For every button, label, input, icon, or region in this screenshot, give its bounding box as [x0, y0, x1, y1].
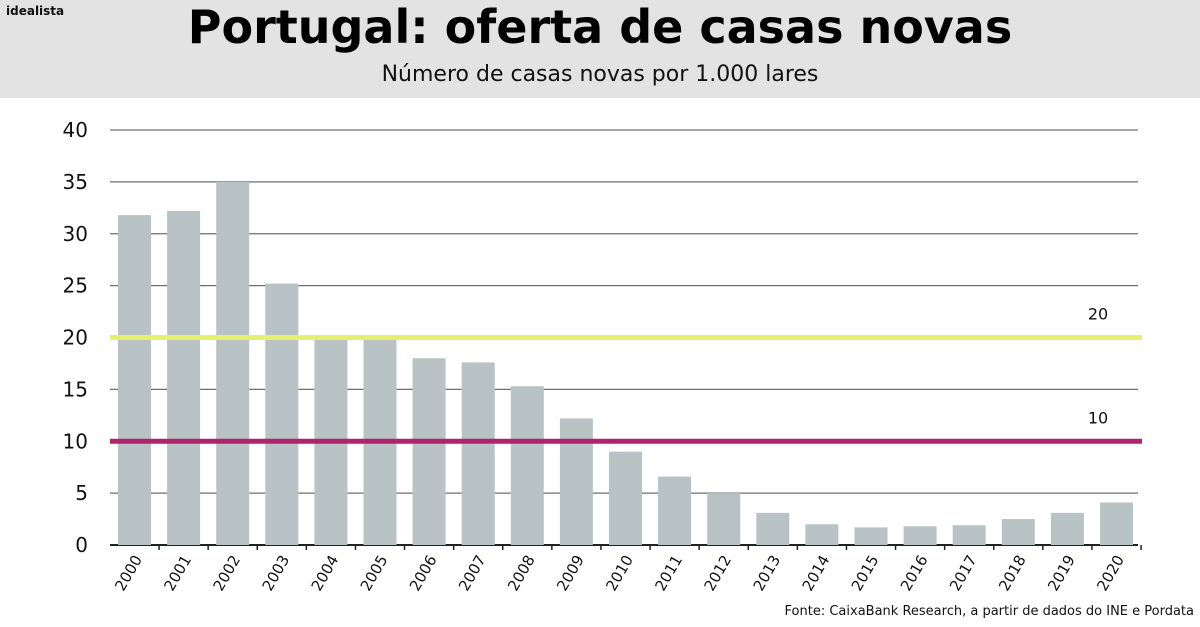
y-tick-label: 35 [63, 170, 88, 194]
bar [658, 476, 692, 545]
bar [952, 525, 986, 545]
x-tick-label: 2017 [946, 552, 981, 594]
bar [265, 283, 299, 545]
bar [1001, 519, 1035, 545]
x-tick-label: 2005 [357, 552, 392, 594]
x-tick-label: 2003 [259, 552, 294, 594]
x-tick-label: 2012 [700, 552, 735, 594]
y-tick-label: 10 [63, 429, 88, 453]
bar [609, 451, 642, 545]
bar [559, 418, 593, 545]
chart-title: Portugal: oferta de casas novas [187, 0, 1013, 54]
x-tick-label: 2018 [995, 552, 1030, 594]
y-tick-label: 5 [75, 481, 88, 505]
x-tick-label: 2007 [455, 552, 490, 594]
y-tick-label: 25 [63, 274, 88, 298]
bar [167, 210, 201, 546]
bar [510, 386, 544, 545]
bar [854, 527, 888, 545]
bar [412, 358, 446, 545]
reference-line-label: 10 [1088, 408, 1108, 427]
bar [707, 493, 741, 545]
bar [1100, 502, 1133, 545]
bar [1050, 512, 1084, 545]
x-tick-label: 2004 [308, 552, 343, 594]
x-tick-label: 2010 [602, 552, 637, 594]
x-tick-label: 2001 [160, 552, 195, 594]
y-tick-label: 30 [63, 222, 88, 246]
bar [805, 524, 839, 545]
x-tick-label: 2002 [209, 552, 244, 594]
x-tick-label: 2014 [799, 552, 834, 594]
bar [756, 512, 790, 545]
x-tick-label: 2000 [111, 552, 146, 594]
y-tick-label: 15 [63, 377, 88, 401]
x-tick-label: 2013 [750, 552, 785, 594]
y-tick-label: 20 [63, 326, 88, 350]
source-note: Fonte: CaixaBank Research, a partir de d… [784, 604, 1194, 619]
chart-subtitle: Número de casas novas por 1.000 lares [381, 62, 819, 87]
bar [118, 215, 151, 545]
x-tick-label: 2009 [553, 552, 588, 594]
brand-logo: idealista [6, 4, 65, 18]
header-band: idealista Portugal: oferta de casas nova… [0, 0, 1200, 98]
x-tick-label: 2011 [651, 552, 686, 594]
x-tick-label: 2015 [848, 552, 883, 594]
y-tick-label: 0 [75, 533, 88, 557]
bar [903, 526, 937, 545]
x-tick-label: 2020 [1093, 552, 1128, 594]
bar [461, 362, 495, 545]
x-tick-label: 2016 [897, 552, 932, 594]
x-tick-label: 2008 [504, 552, 539, 594]
x-tick-label: 2019 [1044, 552, 1079, 594]
reference-line-label: 20 [1088, 305, 1108, 324]
bar [216, 181, 250, 545]
x-tick-label: 2006 [406, 552, 441, 594]
y-tick-label: 40 [63, 118, 88, 142]
